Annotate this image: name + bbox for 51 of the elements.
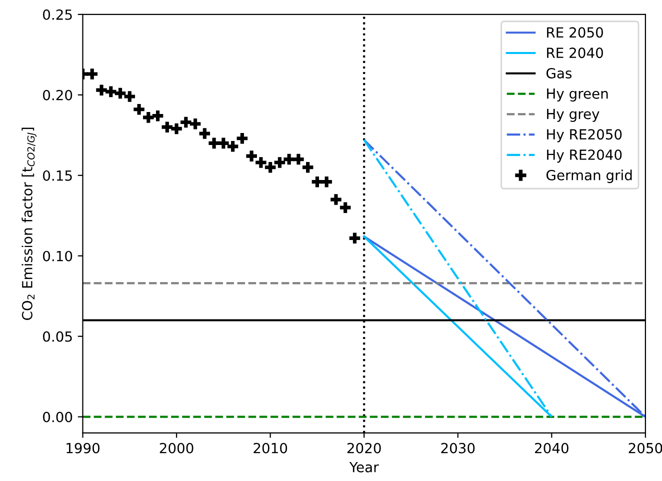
y-tick-label: 0.15 [43, 170, 72, 181]
x-tick-label: 2030 [441, 442, 475, 454]
y-tick-label: 0.05 [43, 331, 72, 342]
point [162, 122, 173, 132]
legend-label: Hy RE2050 [547, 129, 622, 142]
y-axis-title: CO$_{2}$ Emission factor [t$_{CO2/GJ}$] [22, 128, 36, 320]
point [106, 86, 116, 98]
point [227, 141, 238, 152]
legend-label: RE 2040 [547, 48, 603, 58]
y-tick-label: 0.00 [43, 412, 72, 422]
y-tick-label: 0.10 [43, 250, 72, 262]
point [180, 116, 192, 128]
point [340, 202, 351, 213]
point [143, 112, 154, 123]
x-tick-label: 2000 [160, 442, 194, 454]
point [293, 154, 304, 165]
point [114, 88, 126, 99]
point [274, 157, 286, 168]
point [302, 162, 314, 173]
legend-label: RE 2050 [547, 27, 603, 38]
x-tick-label: 2050 [628, 442, 662, 454]
x-axis-title: Year [349, 462, 379, 472]
x-tick-label: 1990 [66, 442, 100, 454]
point [264, 162, 276, 173]
x-tick-label: 2020 [347, 442, 381, 454]
point [124, 91, 136, 102]
point [86, 68, 98, 80]
legend-label: Hy grey [547, 108, 600, 122]
point [134, 104, 144, 115]
legend-label: Hy RE2040 [547, 149, 622, 163]
point [246, 150, 257, 162]
y-tick-label: 0.20 [43, 90, 72, 100]
point [256, 157, 266, 168]
x-tick-label: 2010 [254, 442, 288, 454]
point [208, 138, 220, 149]
point [190, 118, 201, 130]
point [199, 128, 210, 139]
point [218, 138, 229, 149]
point [330, 194, 342, 205]
legend-label: Hy green [547, 88, 608, 102]
point [321, 176, 332, 188]
point [171, 123, 182, 134]
point [152, 110, 164, 122]
point [284, 154, 294, 165]
legend-label: Gas [546, 68, 572, 78]
point [349, 232, 360, 244]
point [96, 84, 107, 96]
y-tick-label: 0.25 [43, 9, 72, 20]
legend-label: German grid [546, 170, 632, 184]
point [236, 132, 248, 144]
x-tick-label: 2040 [535, 442, 568, 454]
